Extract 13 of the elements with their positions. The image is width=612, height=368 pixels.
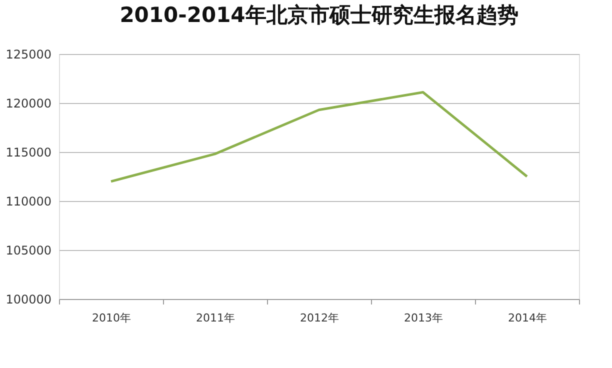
chart-title: 2010-2014年北京市硕士研究生报名趋势 [120,3,518,27]
x-tick-label: 2011年 [196,312,235,324]
line-series [110,90,528,183]
x-tick-label: 2012年 [300,312,339,324]
y-tick-label: 100000 [6,292,52,306]
y-tick-label: 120000 [6,96,52,110]
y-tick-label: 115000 [6,146,52,160]
x-tick-label: 2010年 [92,312,131,324]
x-tick-label: 2014年 [508,312,547,324]
y-tick-label: 105000 [6,244,52,258]
x-tick-label: 2013年 [404,312,443,324]
y-tick-label: 110000 [6,194,52,208]
y-tick-label: 125000 [6,48,52,62]
